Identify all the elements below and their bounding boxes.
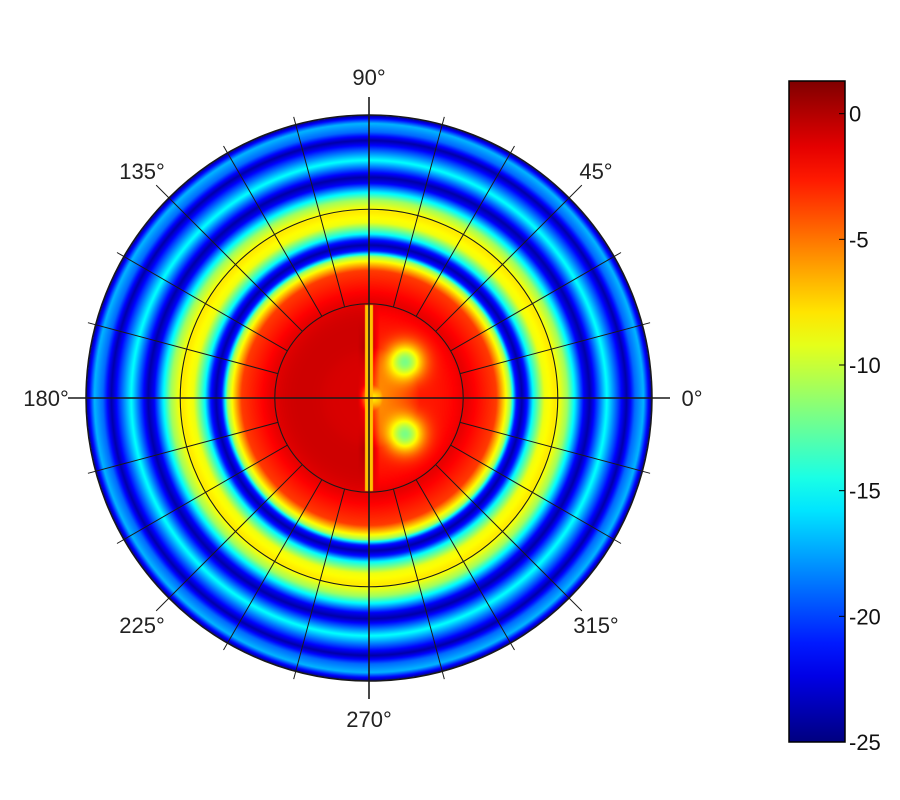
angular-grid-line — [155, 184, 303, 332]
angular-grid-line — [87, 421, 279, 474]
angular-grid-line — [435, 464, 583, 612]
colorbar: 0 -5 -10 -15 -20 -25 — [788, 80, 881, 755]
colorbar-tick-label: -5 — [849, 227, 869, 252]
radial-grid-ring — [274, 303, 464, 493]
angular-grid-line — [415, 145, 515, 317]
angle-tick-label: 270° — [346, 707, 392, 732]
angle-tick-label: 315° — [573, 613, 619, 638]
colorbar-tick-label: 0 — [849, 102, 861, 127]
angular-grid-line — [223, 145, 323, 317]
angular-grid-line — [87, 322, 279, 375]
angular-grid-line — [155, 464, 303, 612]
angular-grid-line — [116, 444, 288, 544]
angle-tick-label: 135° — [119, 159, 165, 184]
angular-grid-line — [293, 116, 346, 308]
angular-grid-line — [293, 488, 346, 680]
angular-grid-line — [450, 252, 622, 352]
angular-grid-line — [450, 444, 622, 544]
angle-tick-label: 0° — [681, 386, 702, 411]
angle-tick-label: 225° — [119, 613, 165, 638]
colorbar-gradient — [788, 80, 846, 743]
radial-grid-ring — [85, 114, 653, 682]
polar-plot: 0° 45° 90° 135° 180° 225° 270° 315° — [23, 65, 702, 732]
angular-grid-line — [435, 184, 583, 332]
angular-grid-line — [223, 479, 323, 651]
angular-grid-line — [392, 116, 445, 308]
angle-tick-label: 90° — [352, 65, 385, 90]
angular-grid-line — [415, 479, 515, 651]
angle-tick-label: 180° — [23, 386, 69, 411]
angular-grid — [68, 97, 670, 699]
colorbar-tick-label: -10 — [849, 353, 881, 378]
colorbar-tick-label: -20 — [849, 604, 881, 629]
angular-grid-line — [392, 488, 445, 680]
angular-grid-line — [459, 322, 651, 375]
angle-tick-label: 45° — [579, 159, 612, 184]
angular-grid-line — [459, 421, 651, 474]
colorbar-ticks: 0 -5 -10 -15 -20 -25 — [839, 102, 881, 755]
colorbar-tick-label: -15 — [849, 479, 881, 504]
angular-grid-line — [116, 252, 288, 352]
colorbar-tick-label: -25 — [849, 730, 881, 755]
angle-tick-labels: 0° 45° 90° 135° 180° 225° 270° 315° — [23, 65, 702, 732]
radial-grid — [85, 114, 653, 682]
radial-grid-ring — [179, 208, 559, 588]
